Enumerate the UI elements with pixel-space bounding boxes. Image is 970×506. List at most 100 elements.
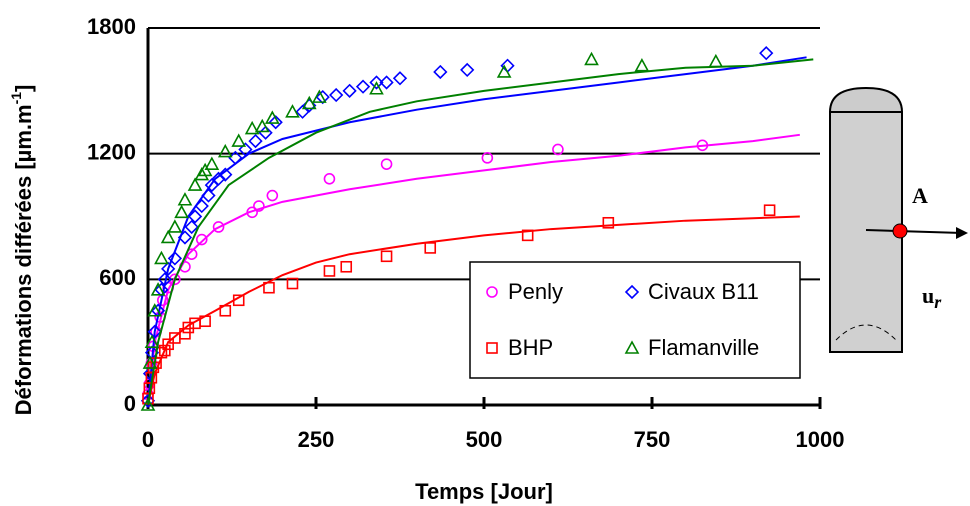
data-point (238, 142, 253, 157)
data-point (634, 58, 650, 72)
x-tick-label: 1000 (796, 427, 845, 452)
data-point (342, 83, 357, 98)
data-point (162, 338, 174, 351)
data-point (154, 282, 169, 297)
data-point (323, 173, 336, 185)
x-axis-title: Temps [Jour] (415, 479, 553, 504)
data-point (150, 303, 166, 318)
data-point (194, 198, 209, 214)
data-point (201, 188, 216, 203)
data-point (286, 277, 299, 290)
data-point (268, 115, 283, 130)
y-tick-label: 600 (99, 265, 136, 290)
data-point (177, 192, 193, 206)
data-point (763, 204, 776, 217)
legend-marker (486, 342, 498, 354)
data-point (212, 221, 225, 233)
data-point (323, 265, 336, 277)
legend-label: Flamanville (648, 335, 759, 360)
data-point (150, 282, 166, 296)
legend-label: BHP (508, 335, 553, 360)
y-title-end: ] (11, 85, 36, 92)
data-point (460, 62, 475, 78)
data-point (157, 272, 172, 287)
data-point (264, 110, 280, 124)
data-point (253, 200, 265, 212)
data-point (369, 75, 384, 90)
x-tick-label: 0 (142, 427, 154, 452)
x-tick-label: 250 (298, 427, 335, 452)
data-point (552, 143, 564, 156)
data-point (424, 242, 437, 254)
data-point (285, 104, 300, 118)
data-point (147, 303, 163, 317)
data-point (218, 167, 233, 182)
data-point (204, 156, 220, 170)
data-point (500, 58, 515, 73)
model-line (147, 215, 800, 406)
legend-marker (624, 340, 640, 354)
y-title-main: Déformations différées [µm.m (11, 104, 36, 415)
legend-marker (486, 286, 498, 298)
data-point (167, 251, 183, 266)
y-tick-label: 1800 (87, 14, 136, 39)
data-point (696, 139, 709, 152)
data-point (187, 177, 203, 191)
x-tick-label: 750 (634, 427, 671, 452)
data-point (219, 304, 232, 317)
data-point (392, 71, 408, 86)
data-point (759, 46, 774, 61)
legend-marker (624, 284, 640, 300)
data-point (161, 261, 176, 276)
legend-label: Penly (508, 279, 563, 304)
data-point (379, 75, 394, 90)
data-point (708, 53, 724, 68)
data-point (177, 230, 193, 245)
arrow-label: ur (922, 283, 942, 312)
arrow-label-sub: r (934, 292, 942, 312)
data-point (160, 229, 176, 244)
data-point (329, 87, 344, 103)
data-point (258, 125, 273, 140)
data-point (179, 327, 191, 340)
data-point (144, 334, 160, 348)
data-point (140, 393, 156, 408)
data-point (496, 64, 512, 78)
data-point (584, 51, 599, 66)
data-point (187, 209, 203, 224)
data-point (521, 229, 534, 242)
data-point (194, 166, 210, 181)
y-tick-label: 1200 (87, 139, 136, 164)
data-point (369, 81, 384, 95)
data-point (315, 89, 330, 105)
point-a (892, 223, 908, 239)
data-point (312, 89, 327, 103)
data-point (174, 204, 189, 219)
data-point (246, 206, 258, 219)
arrow-line (865, 229, 963, 234)
data-point (182, 321, 195, 334)
data-point (380, 158, 393, 170)
data-point (159, 344, 171, 357)
data-point (602, 216, 615, 229)
data-point (340, 260, 353, 273)
data-point (147, 324, 162, 339)
point-label: A (912, 183, 928, 208)
data-point (248, 133, 263, 149)
data-point (167, 219, 183, 233)
data-point (263, 281, 275, 294)
data-point (199, 315, 211, 328)
cylinder-body (829, 111, 903, 353)
cylinder-top (828, 86, 904, 113)
x-tick-label: 500 (466, 427, 503, 452)
data-point (140, 397, 156, 411)
arrow-label-main: u (922, 283, 934, 308)
data-point (380, 250, 393, 263)
y-tick-label: 0 (124, 391, 136, 416)
data-point (231, 133, 247, 147)
data-point (355, 79, 371, 94)
data-point (481, 152, 494, 164)
legend: Penly Civaux B11 BHP Flamanville (469, 261, 801, 379)
